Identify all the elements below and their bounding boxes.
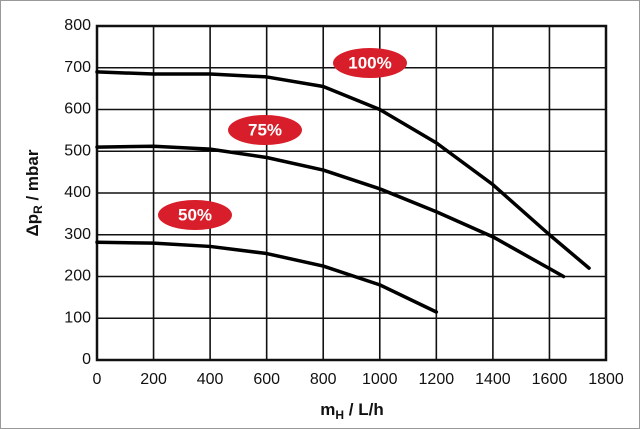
x-label-sub: H <box>335 408 344 422</box>
x-tick-label: 1200 <box>419 371 455 388</box>
legend-label: 100% <box>348 53 391 72</box>
y-tick-label: 200 <box>64 268 91 285</box>
x-tick-label: 1000 <box>362 371 398 388</box>
y-tick-label: 400 <box>64 184 91 201</box>
y-label-sub: R <box>31 205 45 214</box>
legend-badge <box>333 48 407 78</box>
y-label-main: Δp <box>23 214 42 237</box>
y-axis-label: ΔpR / mbar <box>23 149 45 236</box>
legend-badge <box>228 115 302 145</box>
y-tick-label: 300 <box>64 226 91 243</box>
x-tick-label: 200 <box>140 371 167 388</box>
x-tick-label: 1600 <box>532 371 568 388</box>
x-tick-label: 400 <box>197 371 224 388</box>
x-tick-label: 1800 <box>588 371 624 388</box>
y-tick-label: 600 <box>64 101 91 118</box>
y-tick-label: 700 <box>64 59 91 76</box>
legend-label: 50% <box>178 205 212 224</box>
x-tick-label: 600 <box>253 371 280 388</box>
y-tick-label: 800 <box>64 17 91 34</box>
plot-area: 0 200 400 600 800 1000 1200 1400 1600 1800 0 100 200… <box>64 17 624 388</box>
axes-border <box>95 24 608 362</box>
curve <box>95 144 566 279</box>
y-tick-label: 500 <box>64 142 91 159</box>
x-tick-label: 1400 <box>475 371 511 388</box>
y-tick-label: 100 <box>64 309 91 326</box>
curve <box>95 240 439 314</box>
x-label-main: m <box>320 400 335 419</box>
x-label-rest: / L/h <box>344 400 384 419</box>
legend-label: 75% <box>248 120 282 139</box>
x-tick-label: 800 <box>310 371 337 388</box>
y-tick-label: 0 <box>82 351 91 368</box>
curve <box>95 70 591 270</box>
x-tick-label: 0 <box>93 371 102 388</box>
legend-badge <box>158 200 232 230</box>
x-axis-label: mH / L/h <box>320 400 383 422</box>
y-label-rest: / mbar <box>23 149 42 205</box>
